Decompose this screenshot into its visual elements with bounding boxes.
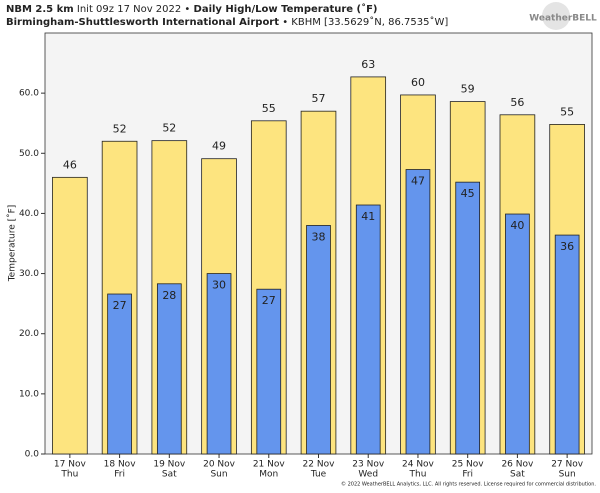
low-bar (554, 234, 580, 455)
low-bar (355, 204, 381, 455)
y-tick-label: 40.0 (19, 209, 39, 219)
y-tick-label: 10.0 (19, 389, 39, 399)
x-tick-label: 26 Nov (501, 460, 534, 470)
value-label: 60 (411, 76, 425, 89)
value-label: 30 (212, 279, 226, 292)
logo-mark (542, 2, 570, 30)
value-label: 63 (361, 58, 375, 71)
value-label: 40 (510, 219, 524, 232)
init: Init 09z 17 Nov 2022 • (77, 4, 190, 15)
value-label: 28 (162, 289, 176, 302)
value-label: 36 (560, 240, 574, 253)
x-tick-label: 18 Nov (104, 460, 137, 470)
x-tick-label: 23 Nov (352, 460, 385, 470)
x-tick-label: 17 Nov (54, 460, 87, 470)
value-label: 59 (461, 83, 475, 96)
x-tick-label: 25 Nov (452, 460, 485, 470)
product: Daily High/Low Temperature (˚F) (194, 3, 378, 15)
x-tick-sublabel: Thu (60, 470, 78, 480)
high-bar (52, 176, 88, 455)
footer: © 2022 WeatherBELL Analytics, LLC. All r… (341, 481, 596, 488)
low-bar (156, 283, 182, 455)
x-tick-sublabel: Fri (114, 470, 125, 480)
low-bar (505, 213, 530, 455)
x-tick-sublabel: Tue (310, 470, 327, 480)
value-label: 52 (162, 122, 176, 135)
value-label: 27 (262, 294, 276, 307)
value-label: 38 (312, 230, 326, 243)
y-tick-label: 0.0 (25, 450, 40, 460)
low-bar (107, 293, 132, 455)
x-tick-sublabel: Sun (559, 470, 576, 480)
subtitle: Birmingham-Shuttlesworth International A… (6, 16, 448, 28)
low-bar (256, 288, 282, 455)
value-label: 55 (560, 105, 574, 118)
x-tick-label: 24 Nov (402, 460, 435, 470)
y-axis-label: Temperature [˚F] (7, 205, 18, 283)
y-tick-label: 50.0 (19, 149, 39, 159)
value-label: 41 (361, 210, 375, 223)
value-label: 55 (262, 102, 276, 115)
x-tick-sublabel: Sun (210, 470, 227, 480)
x-tick-label: 20 Nov (203, 460, 236, 470)
y-tick-label: 60.0 (19, 89, 39, 99)
x-tick-sublabel: Sat (510, 470, 525, 480)
value-label: 27 (113, 299, 127, 312)
title: NBM 2.5 km Init 09z 17 Nov 2022 • Daily … (6, 3, 378, 15)
x-tick-sublabel: Sat (162, 470, 177, 480)
low-bar (206, 273, 232, 455)
x-tick-sublabel: Thu (409, 470, 427, 480)
y-tick-label: 30.0 (19, 269, 39, 279)
station: Birmingham-Shuttlesworth International A… (6, 17, 279, 28)
x-tick-label: 22 Nov (303, 460, 336, 470)
value-label: 49 (212, 140, 226, 153)
x-tick-sublabel: Wed (358, 470, 378, 480)
value-label: 46 (63, 158, 77, 171)
logo: WeatherBELL (529, 14, 597, 24)
y-tick-label: 20.0 (19, 329, 39, 339)
value-label: 52 (113, 122, 127, 135)
x-tick-label: 19 Nov (153, 460, 186, 470)
model: NBM 2.5 km (6, 4, 74, 15)
x-tick-label: 27 Nov (551, 460, 584, 470)
value-label: 45 (461, 187, 475, 200)
x-tick-label: 21 Nov (253, 460, 286, 470)
x-tick-sublabel: Fri (462, 470, 473, 480)
x-tick-sublabel: Mon (259, 470, 278, 480)
value-label: 57 (312, 92, 326, 105)
value-label: 47 (411, 175, 425, 188)
low-bar (455, 181, 481, 455)
station-info: • KBHM [33.5629˚N, 86.7535˚W] (282, 16, 448, 28)
low-bar (306, 225, 331, 455)
value-label: 56 (510, 96, 524, 109)
low-bar (405, 169, 431, 455)
